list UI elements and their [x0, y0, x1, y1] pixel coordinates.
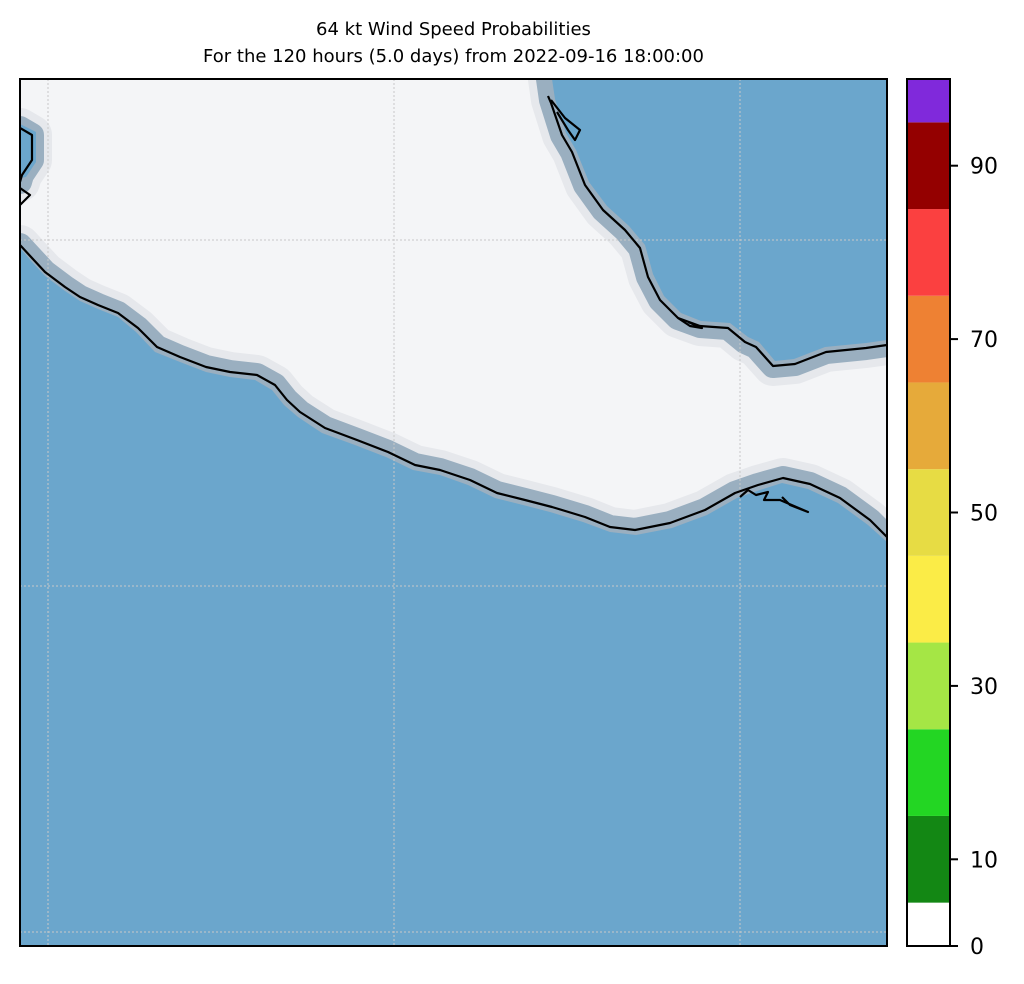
- map-frame: [19, 78, 888, 947]
- coastline-west-inlet: [20, 127, 34, 183]
- colorbar-bin-9: [907, 122, 950, 210]
- colorbar-bin-1: [907, 815, 950, 903]
- ocean-north: [552, 79, 887, 361]
- lagoon-north: [550, 99, 582, 142]
- colorbar-bins: [907, 79, 950, 946]
- colorbar-bin-0: [907, 902, 950, 946]
- land-area: [20, 79, 887, 537]
- coastline-gulf: [546, 95, 887, 368]
- lagoon-gulf: [677, 317, 704, 330]
- colorbar-tick-label: 0: [970, 935, 984, 960]
- colorbar-tick-label: 50: [970, 502, 998, 527]
- colorbar-bin-10: [907, 79, 950, 123]
- colorbar-bin-5: [907, 469, 950, 556]
- colorbar-tick-label: 10: [970, 848, 998, 873]
- colorbar-bin-4: [907, 555, 950, 643]
- ocean-south: [20, 248, 887, 946]
- colorbar-bin-8: [907, 209, 950, 296]
- colorbar-ticks: 0 10 30 50 70 90: [950, 155, 998, 960]
- map-subtitle: For the 120 hours (5.0 days) from 2022-0…: [203, 46, 704, 67]
- colorbar-bin-2: [907, 729, 950, 816]
- colorbar-tick-label: 90: [970, 155, 998, 180]
- map-title: 64 kt Wind Speed Probabilities: [316, 19, 591, 40]
- coastline-pacific: [20, 244, 887, 538]
- colorbar-bin-3: [907, 642, 950, 730]
- colorbar-tick-label: 30: [970, 675, 998, 700]
- coastline-west-inlet-2: [20, 187, 32, 206]
- lagoon-south: [739, 488, 810, 514]
- colorbar-bin-6: [907, 382, 950, 470]
- colorbar-bin-7: [907, 295, 950, 383]
- colorbar-tick-label: 70: [970, 328, 998, 353]
